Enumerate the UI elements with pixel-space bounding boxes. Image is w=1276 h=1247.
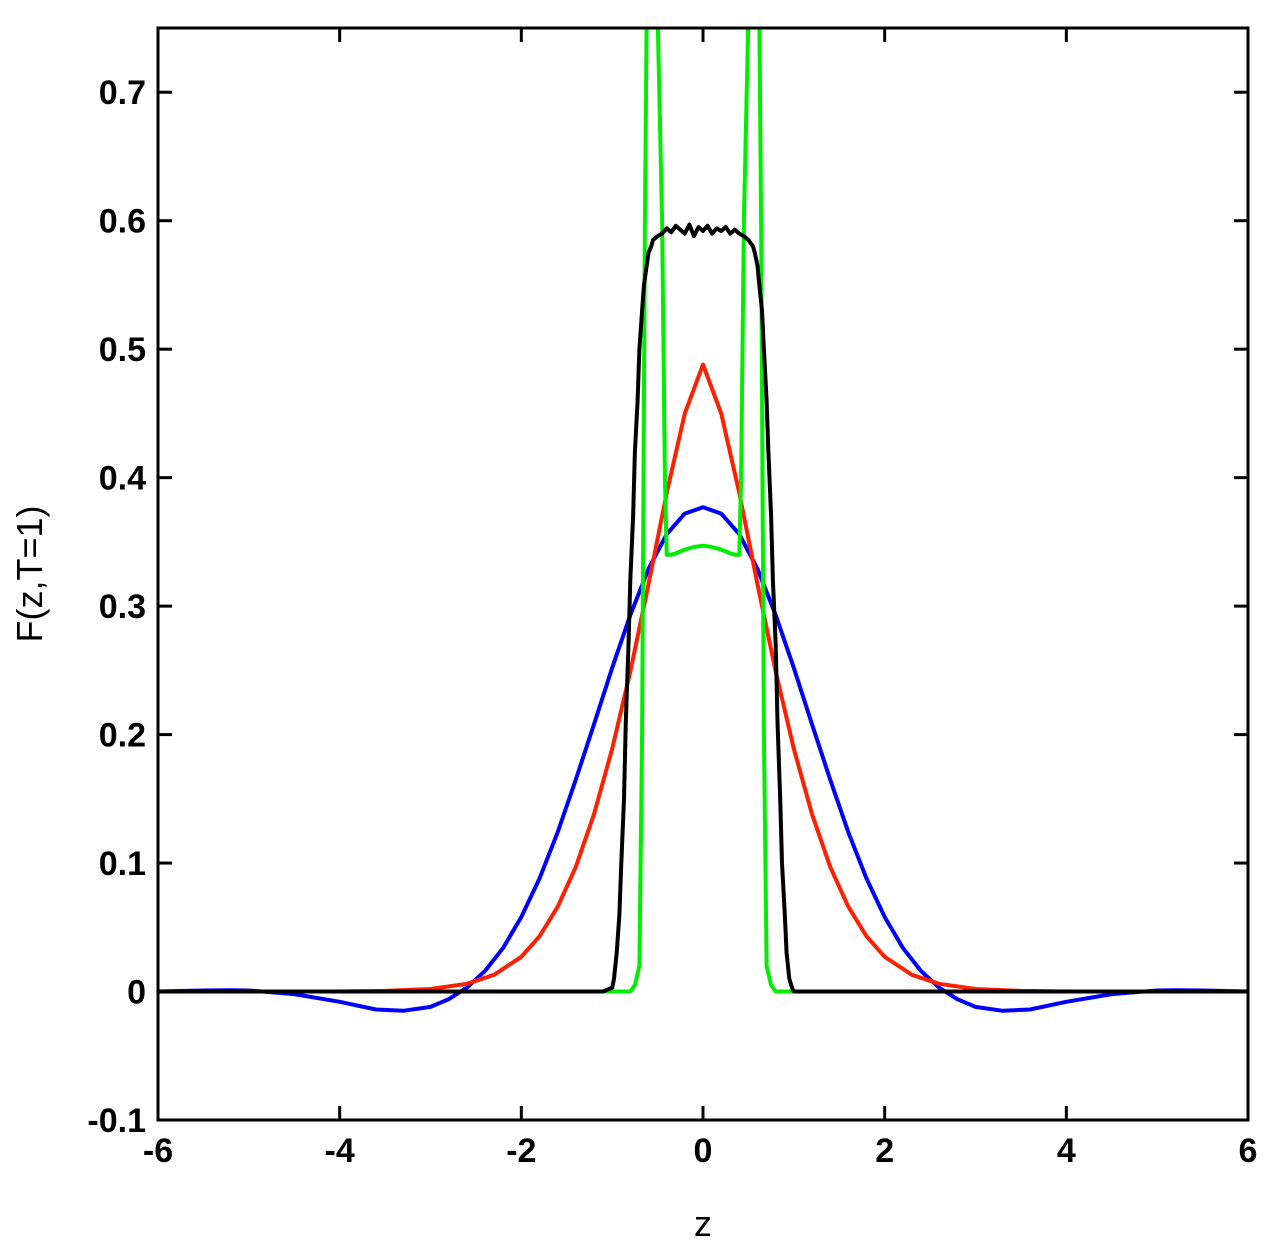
x-tick-label: 6 [1239, 1132, 1258, 1170]
y-tick-label: 0.4 [99, 460, 146, 498]
labels-layer: z F(z,T=1) [9, 505, 712, 1244]
y-tick-label: -0.1 [87, 1102, 146, 1140]
y-tick-label: 0.6 [99, 203, 146, 241]
x-tick-label: -4 [325, 1132, 355, 1170]
series-line-2 [158, 362, 1248, 994]
series-line-1 [158, 505, 1248, 1013]
series-line-4 [158, 222, 1248, 994]
x-tick-label: 0 [694, 1132, 713, 1170]
y-tick-label: 0.1 [99, 845, 146, 883]
series-layer [158, 28, 1248, 1013]
x-tick-label: 4 [1057, 1132, 1076, 1170]
x-tick-label: -2 [506, 1132, 536, 1170]
x-axis-label: z [694, 1203, 712, 1244]
series-line-3 [158, 28, 1248, 994]
y-tick-label: 0 [127, 974, 146, 1012]
y-tick-label: 0.5 [99, 331, 146, 369]
x-tick-label: 2 [875, 1132, 894, 1170]
y-tick-label: 0.2 [99, 717, 146, 755]
y-tick-label: 0.3 [99, 588, 146, 626]
x-tick-label: -6 [143, 1132, 173, 1170]
axes-layer: -6 -4 -2 0 2 4 6 -0.1 0 0.1 0.2 0.3 0.4 0.5 0.6 0.7 [87, 26, 1258, 1170]
y-tick-label: 0.7 [99, 74, 146, 112]
y-axis-label: F(z,T=1) [9, 505, 50, 642]
